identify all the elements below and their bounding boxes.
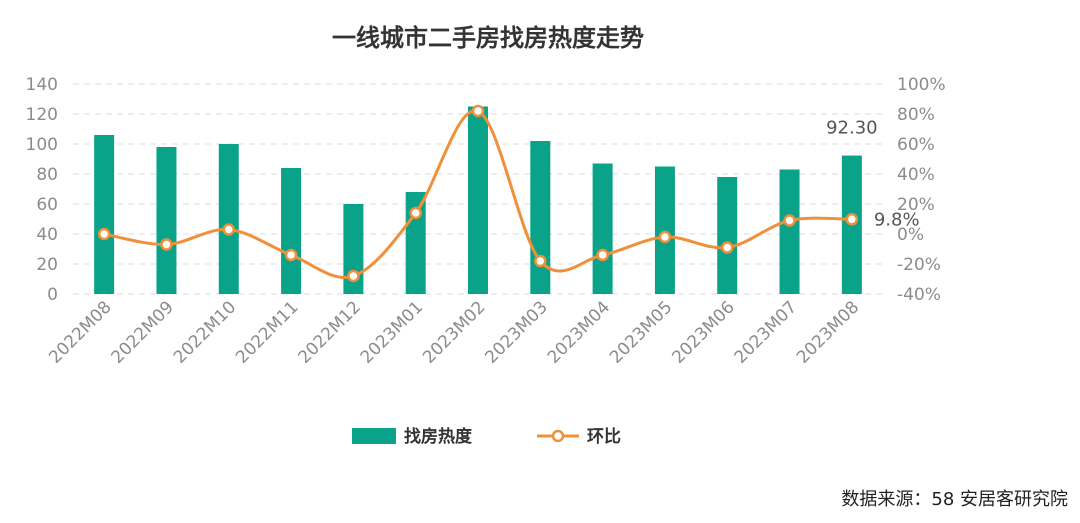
bar [779,169,800,294]
line-point [97,227,111,241]
chart-title: 一线城市二手房找房热度走势 [332,24,644,52]
bar [156,147,177,294]
category-label: 2022M09 [108,297,178,367]
data-labels: 92.30 9.8% [826,118,920,231]
category-label: 2022M08 [45,297,115,367]
category-label: 2022M11 [232,297,302,367]
line-point [534,254,547,268]
line-data-label: 9.8% [874,209,920,230]
left-tick-label: 40 [36,225,58,245]
grid-lines [73,83,883,295]
x-axis: 2022M082022M092022M102022M112022M122023M… [45,297,863,367]
bar [343,204,364,294]
right-tick-label: 0% [897,225,924,245]
category-label: 2022M12 [295,297,365,367]
category-label: 2023M06 [668,297,738,367]
left-tick-label: 140 [26,75,58,95]
category-label: 2023M04 [544,297,614,367]
category-label: 2022M10 [170,297,240,367]
bar [218,144,239,294]
category-label: 2023M01 [357,297,427,367]
line-point [347,269,360,283]
legend: 找房热度 环比 [352,426,621,447]
bar [717,177,738,294]
bar [530,141,551,294]
source-note: 数据来源：58 安居客研究院 [841,489,1068,510]
bar [94,135,115,294]
right-tick-label: 20% [897,195,935,215]
line-point [845,213,859,226]
line-point [596,248,609,262]
right-tick-label: -20% [897,255,941,275]
line-point [222,223,236,236]
bar [592,163,613,294]
category-label: 2023M07 [731,297,801,367]
left-tick-label: 80 [36,165,58,185]
line-point [471,104,485,118]
bar [281,168,302,294]
left-tick-label: 20 [36,255,58,275]
left-tick-label: 100 [26,135,58,155]
line-point [409,206,422,220]
line-point [783,214,796,227]
legend-label-line: 环比 [587,426,621,447]
right-tick-label: -40% [897,285,941,305]
line-point [284,248,298,262]
legend-label-bar: 找房热度 [404,426,473,447]
bar-series [94,106,862,294]
category-label: 2023M03 [481,297,551,367]
legend-line-marker [551,429,565,443]
category-label: 2023M05 [606,297,676,367]
line-point [160,238,173,251]
category-label: 2023M08 [793,297,863,367]
right-tick-label: 80% [897,105,935,125]
left-tick-label: 120 [26,105,58,125]
bar [654,166,675,294]
bar-data-label: 92.30 [826,118,878,139]
left-axis: 0 20 40 60 80 100 120 140 [26,75,58,305]
line-point [658,230,672,244]
right-axis: -40% -20% 0% 20% 40% 60% 80% 100% [897,75,946,305]
line-series [97,104,859,283]
right-tick-label: 60% [897,135,935,155]
category-label: 2023M02 [419,297,489,367]
right-tick-label: 40% [897,165,935,185]
right-tick-label: 100% [897,75,946,95]
bar [468,106,488,294]
legend-bar-swatch [352,428,396,444]
left-tick-label: 0 [47,285,58,305]
line-point [720,241,734,254]
left-tick-label: 60 [36,195,58,215]
